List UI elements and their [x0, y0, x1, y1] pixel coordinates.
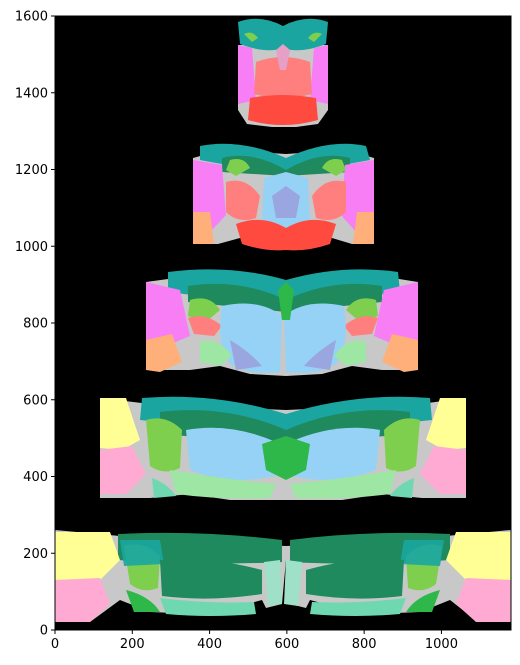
y-tick-label: 0 — [40, 624, 48, 639]
x-tick-label: 0 — [51, 637, 59, 652]
y-tick-label: 1200 — [15, 163, 48, 178]
section-1 — [238, 18, 328, 127]
x-axis: 0 200 400 600 800 1000 — [51, 630, 458, 652]
y-tick-label: 1000 — [15, 240, 48, 255]
y-tick-label: 800 — [23, 317, 48, 332]
y-tick-label: 400 — [23, 470, 48, 485]
y-tick-label: 1400 — [15, 86, 48, 101]
x-tick-label: 600 — [274, 637, 299, 652]
section-5 — [55, 530, 511, 622]
y-tick-label: 1600 — [15, 10, 48, 25]
x-tick-label: 800 — [352, 637, 377, 652]
y-tick-label: 200 — [23, 547, 48, 562]
section-4 — [100, 396, 466, 500]
section-3 — [146, 269, 418, 376]
brain-sections — [55, 18, 511, 622]
x-tick-label: 1000 — [425, 637, 458, 652]
x-tick-label: 400 — [197, 637, 222, 652]
section-2 — [193, 143, 374, 251]
y-tick-label: 600 — [23, 393, 48, 408]
y-axis: 0 200 400 600 800 1000 1200 1400 1600 — [15, 10, 55, 639]
x-tick-label: 200 — [120, 637, 145, 652]
